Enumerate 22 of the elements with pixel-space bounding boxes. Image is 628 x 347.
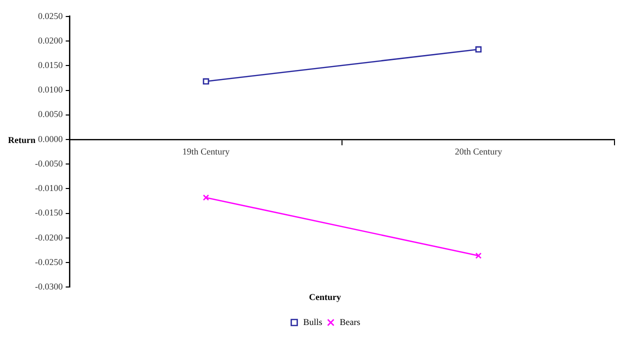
y-tick-label: 0.0000 bbox=[38, 134, 64, 144]
y-tick-label: -0.0150 bbox=[34, 208, 64, 218]
y-tick-label: -0.0050 bbox=[34, 158, 64, 168]
y-tick-label: -0.0100 bbox=[34, 183, 64, 194]
legend-label: Bears bbox=[340, 316, 361, 327]
y-tick-label: -0.0250 bbox=[34, 256, 64, 267]
y-tick-label: 0.0150 bbox=[38, 60, 64, 70]
point bbox=[202, 78, 210, 85]
x-tick-label: 19th Century bbox=[182, 146, 230, 156]
x-axis-title: Century bbox=[309, 292, 342, 302]
point bbox=[202, 194, 210, 201]
y-tick-label: 0.0100 bbox=[38, 84, 64, 95]
legend-label: Bulls bbox=[303, 316, 323, 327]
point bbox=[475, 46, 482, 53]
y-tick-label: -0.0200 bbox=[34, 232, 64, 242]
y-tick-label: 0.0250 bbox=[38, 10, 64, 21]
y-tick-label: 0.0050 bbox=[38, 109, 64, 120]
point bbox=[475, 252, 482, 259]
y-tick-label: 0.0200 bbox=[38, 35, 64, 46]
x-tick-label: 20th Century bbox=[454, 146, 503, 156]
y-tick-label: -0.0300 bbox=[34, 282, 64, 292]
y-axis-title: Return bbox=[8, 135, 36, 145]
